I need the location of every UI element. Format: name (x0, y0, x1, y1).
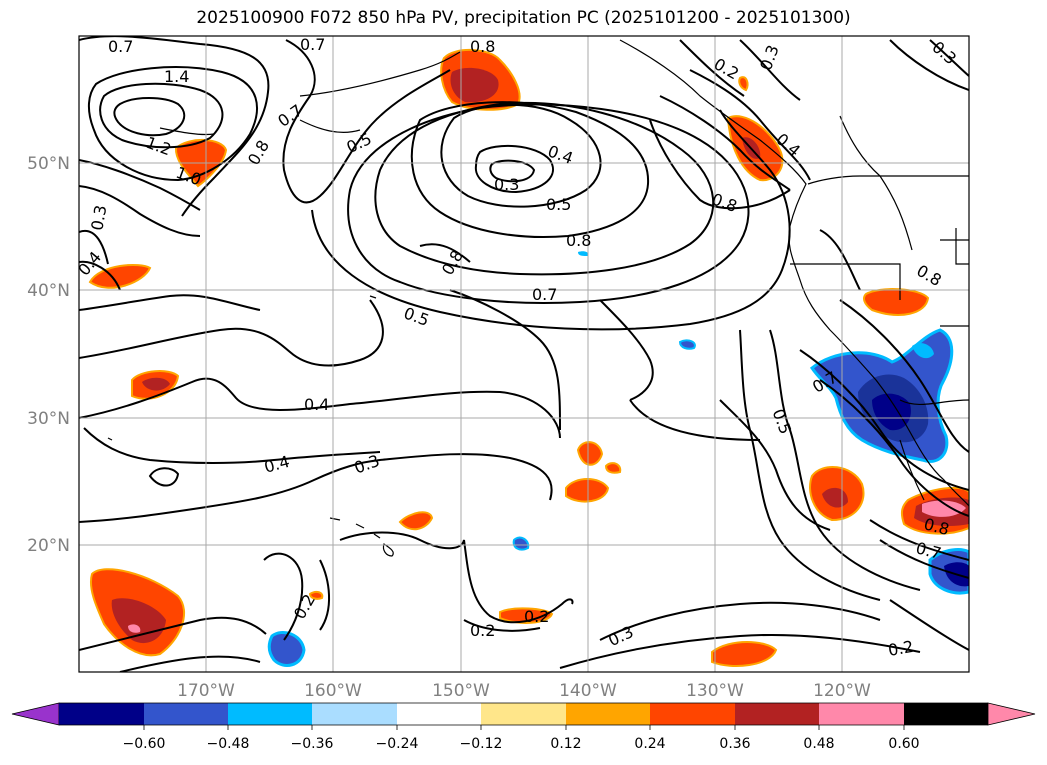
map-grid (79, 36, 969, 672)
colorbar-tick-label: −0.60 (123, 736, 166, 752)
colorbar-segment (144, 703, 228, 725)
contour-label: 0.3 (494, 175, 519, 194)
lat-tick-label: 50°N (27, 154, 70, 174)
lat-axis: 50°N 40°N 30°N 20°N (27, 154, 70, 556)
colorbar-tick-label: −0.36 (291, 736, 334, 752)
colorbar-segment (312, 703, 397, 725)
colorbar-segment (397, 703, 481, 725)
contour-label: 1.4 (164, 67, 189, 86)
colorbar-tick-label: 0.24 (634, 736, 665, 752)
lon-tick-label: 140°W (559, 681, 617, 701)
precip-positive-fills (88, 48, 969, 667)
contour-label: 0.5 (546, 195, 571, 214)
colorbar-tick-label: 0.12 (550, 736, 581, 752)
colorbar-segment (904, 703, 988, 725)
lat-tick-label: 30°N (27, 409, 70, 429)
colorbar-segment (819, 703, 904, 725)
colorbar: −0.60 −0.48 −0.36 −0.24 −0.12 0.12 0.24 … (11, 702, 1036, 752)
contour-label: 0.2 (524, 607, 549, 626)
colorbar-tick-label: −0.24 (376, 736, 419, 752)
lon-tick-label: 170°W (177, 681, 235, 701)
colorbar-tick-label: −0.48 (207, 736, 250, 752)
map-frame (78, 35, 970, 673)
colorbar-tick-label: 0.48 (803, 736, 834, 752)
colorbar-segment (650, 703, 735, 725)
lat-tick-label: 20°N (27, 536, 70, 556)
contour-label: 0.7 (300, 35, 325, 54)
lon-tick-label: 120°W (813, 681, 871, 701)
lon-tick-label: 130°W (686, 681, 744, 701)
precip-negative-fills (267, 251, 969, 667)
chart-title: 2025100900 F072 850 hPa PV, precipitatio… (196, 8, 851, 28)
colorbar-segment (566, 703, 650, 725)
colorbar-segment (228, 703, 312, 725)
colorbar-tick-label: 0.36 (719, 736, 750, 752)
islands (107, 295, 394, 557)
contour-label: 0.7 (108, 37, 133, 56)
pv-contour-low-center (474, 144, 554, 194)
pv-contour-0.4 (79, 377, 561, 439)
colorbar-tick-label: −0.12 (460, 736, 503, 752)
lat-tick-label: 40°N (27, 281, 70, 301)
contour-label: 0.2 (887, 637, 915, 660)
north-america-coast (299, 39, 969, 507)
contour-label: 0.3 (87, 204, 110, 232)
contour-label: 0.8 (470, 37, 495, 56)
colorbar-extend-left (11, 702, 60, 726)
colorbar-segment (735, 703, 819, 725)
colorbar-segment (59, 703, 144, 725)
contour-label: 0.2 (470, 621, 495, 640)
contour-label: 0.7 (532, 285, 557, 304)
lon-tick-label: 160°W (304, 681, 362, 701)
pv-contour-high-ring (282, 39, 451, 204)
colorbar-segment (481, 703, 566, 725)
contour-label: 0.4 (304, 395, 329, 414)
coastlines (159, 39, 969, 507)
pv-contours (79, 36, 969, 672)
lon-axis: 170°W 160°W 150°W 140°W 130°W 120°W (177, 681, 871, 701)
contour-label: 0.8 (566, 231, 591, 250)
colorbar-tick-label: 0.60 (888, 736, 919, 752)
map-background (79, 36, 969, 672)
lon-tick-label: 150°W (432, 681, 490, 701)
colorbar-extend-right (987, 702, 1036, 726)
